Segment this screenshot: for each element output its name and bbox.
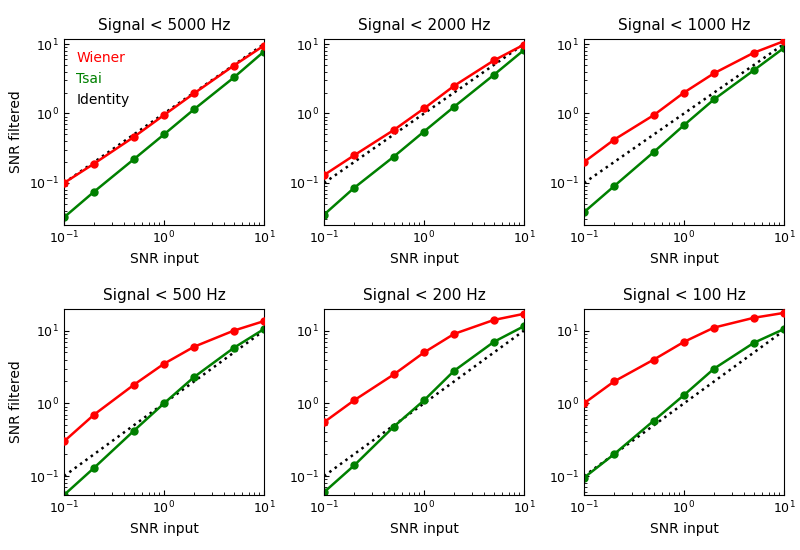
X-axis label: SNR input: SNR input (390, 252, 458, 266)
Title: Signal < 500 Hz: Signal < 500 Hz (102, 288, 226, 304)
X-axis label: SNR input: SNR input (650, 252, 718, 266)
Title: Signal < 1000 Hz: Signal < 1000 Hz (618, 18, 750, 33)
Title: Signal < 100 Hz: Signal < 100 Hz (622, 288, 746, 304)
X-axis label: SNR input: SNR input (390, 522, 458, 536)
X-axis label: SNR input: SNR input (650, 522, 718, 536)
X-axis label: SNR input: SNR input (130, 252, 198, 266)
Y-axis label: SNR filtered: SNR filtered (10, 90, 23, 173)
Legend: Wiener, Tsai, Identity: Wiener, Tsai, Identity (71, 46, 135, 112)
Title: Signal < 5000 Hz: Signal < 5000 Hz (98, 18, 230, 33)
X-axis label: SNR input: SNR input (130, 522, 198, 536)
Title: Signal < 2000 Hz: Signal < 2000 Hz (358, 18, 490, 33)
Y-axis label: SNR filtered: SNR filtered (10, 360, 23, 443)
Title: Signal < 200 Hz: Signal < 200 Hz (362, 288, 486, 304)
